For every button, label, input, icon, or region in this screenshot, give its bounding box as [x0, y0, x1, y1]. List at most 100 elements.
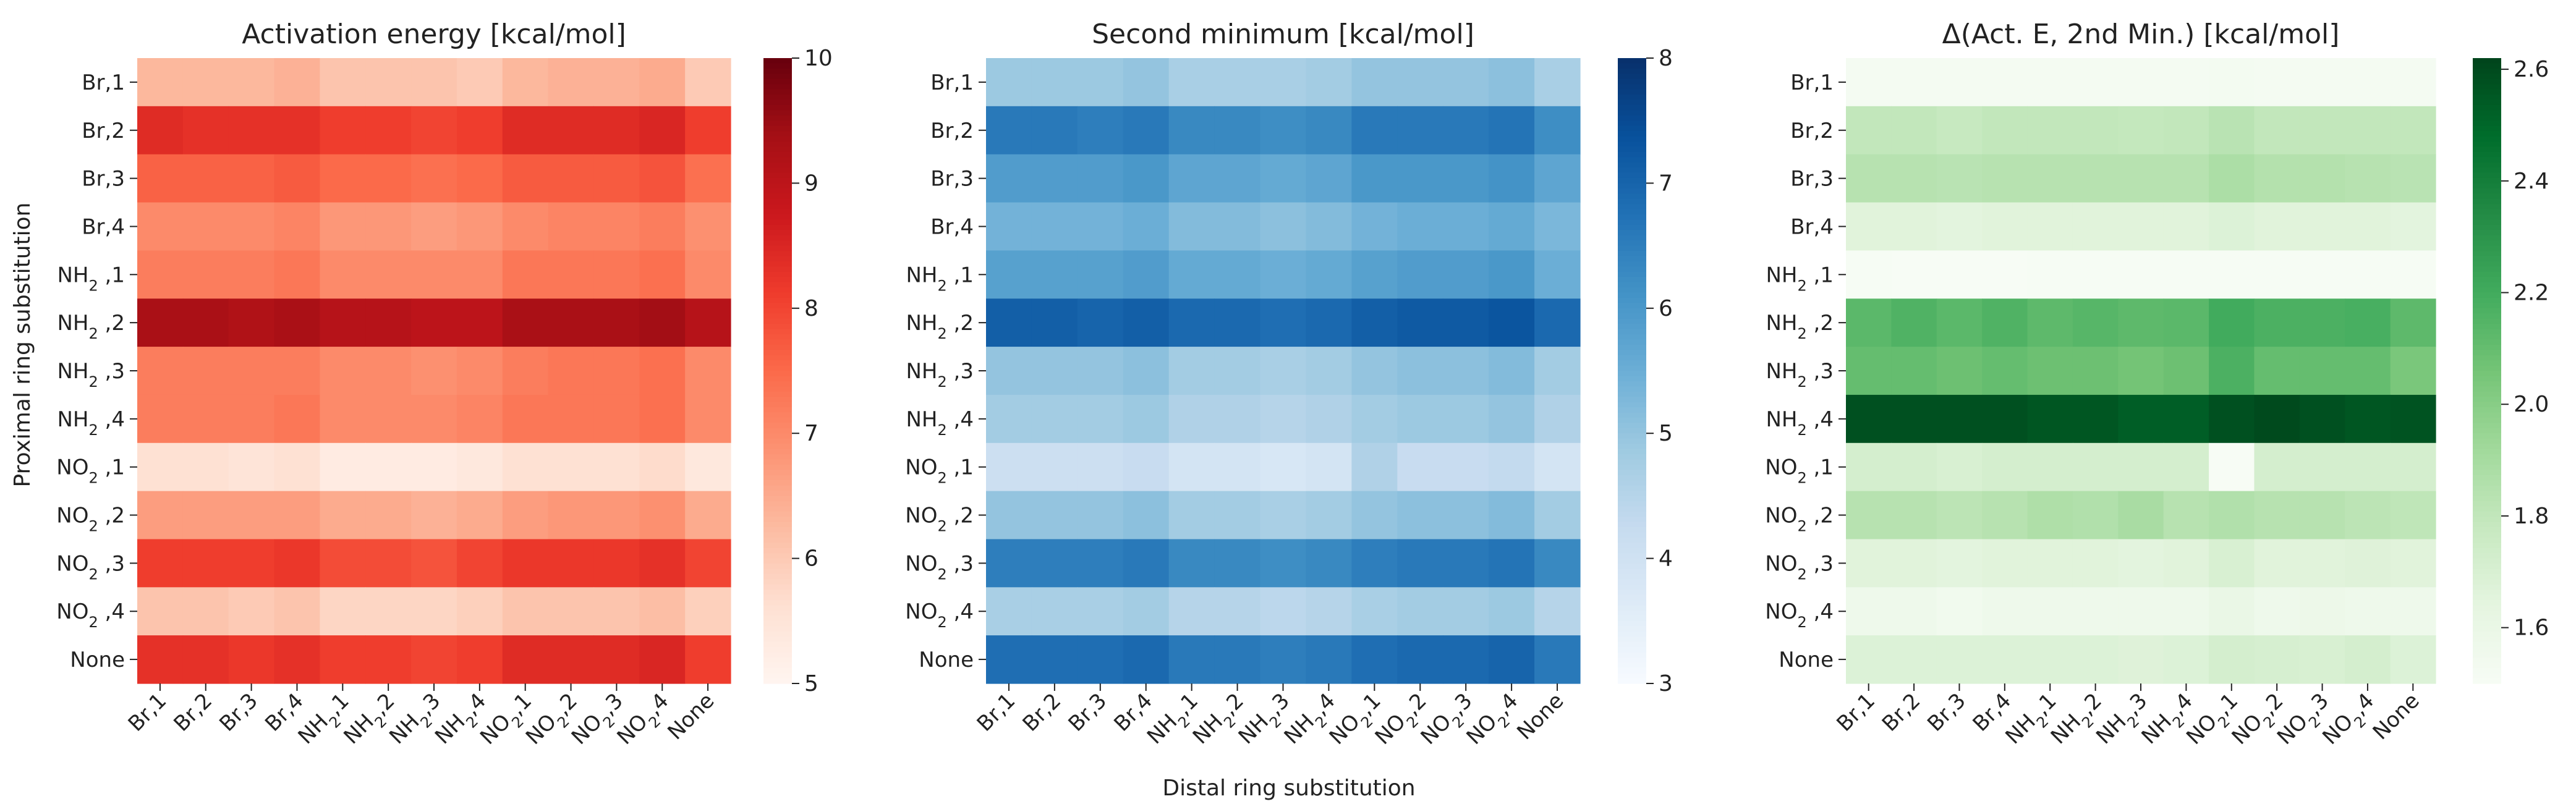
heatmap-cell: [1397, 539, 1443, 588]
colorbar-segment: [763, 626, 792, 632]
y-tick-label: NO2 ,2: [1765, 504, 1834, 535]
heatmap-cell: [1534, 58, 1581, 107]
colorbar-segment: [763, 95, 792, 101]
colorbar-segment: [1618, 277, 1646, 283]
heatmap-cell: [685, 394, 731, 444]
heatmap-cell: [2299, 250, 2345, 299]
heatmap-cell: [320, 635, 366, 684]
heatmap-cell: [2345, 491, 2391, 540]
colorbar-segment: [763, 594, 792, 601]
heatmap-cell: [411, 250, 457, 299]
colorbar-segment: [2473, 193, 2501, 200]
colorbar-segment: [763, 271, 792, 277]
colorbar-segment: [1618, 564, 1646, 570]
colorbar-segment: [763, 620, 792, 627]
heatmap-cell: [1031, 394, 1078, 444]
colorbar-segment: [763, 641, 792, 648]
colorbar-segment: [1618, 334, 1646, 340]
colorbar-segment: [763, 600, 792, 606]
colorbar-segment: [2473, 146, 2501, 153]
heatmap-cell: [320, 394, 366, 444]
heatmap-cell: [986, 491, 1032, 540]
heatmap-cell: [2118, 250, 2164, 299]
heatmap-cell: [1891, 250, 1937, 299]
colorbar-segment: [1618, 84, 1646, 90]
colorbar-segment: [2473, 266, 2501, 273]
heatmap-cell: [1260, 539, 1307, 588]
colorbar-segment: [2473, 417, 2501, 423]
heatmap-cell: [1443, 58, 1489, 107]
heatmap-cell: [182, 587, 229, 636]
heatmap-cell: [2299, 154, 2345, 203]
heatmap-cell: [548, 587, 595, 636]
heatmap-cell: [1443, 442, 1489, 492]
colorbar-segment: [2473, 449, 2501, 455]
heatmap-cell: [182, 202, 229, 251]
colorbar-segment: [763, 235, 792, 241]
heatmap-cell: [1982, 491, 2028, 540]
heatmap-cell: [685, 635, 731, 684]
heatmap-cell: [685, 442, 731, 492]
heatmap-cell: [1351, 202, 1398, 251]
heatmap-cell: [2299, 202, 2345, 251]
heatmap-cell: [2209, 587, 2255, 636]
heatmap-cell: [2299, 491, 2345, 540]
heatmap-cell: [1168, 298, 1215, 347]
y-tick-label: NO2 ,3: [1765, 551, 1834, 583]
heatmap-cell: [1936, 635, 1983, 684]
heatmap-cell: [182, 298, 229, 347]
heatmap-cell: [502, 202, 549, 251]
colorbar-segment: [763, 303, 792, 309]
heatmap-cell: [182, 539, 229, 588]
heatmap-cell: [365, 587, 412, 636]
colorbar-tick-label: 1.6: [2514, 615, 2549, 641]
heatmap-cell: [182, 58, 229, 107]
heatmap-cell: [182, 442, 229, 492]
y-tick-label: Br,1: [930, 70, 974, 95]
colorbar-segment: [763, 652, 792, 658]
heatmap-cell: [2345, 250, 2391, 299]
colorbar-segment: [2473, 412, 2501, 418]
heatmap-cell: [2072, 587, 2119, 636]
heatmap-cell: [2027, 587, 2073, 636]
colorbar-segment: [2473, 407, 2501, 413]
colorbar-segment: [763, 104, 792, 111]
colorbar-segment: [1618, 590, 1646, 596]
colorbar-segment: [2473, 428, 2501, 434]
colorbar-segment: [763, 381, 792, 387]
heatmap-cell: [320, 106, 366, 155]
colorbar-segment: [1618, 121, 1646, 127]
colorbar-segment: [2473, 459, 2501, 465]
colorbar-segment: [763, 110, 792, 116]
colorbar-segment: [2473, 620, 2501, 627]
colorbar-segment: [1618, 662, 1646, 669]
colorbar-segment: [1618, 172, 1646, 179]
colorbar-segment: [763, 266, 792, 273]
heatmap-cell: [502, 298, 549, 347]
y-tick-label: None: [1779, 648, 1834, 672]
heatmap-cell: [2254, 58, 2300, 107]
colorbar-segment: [763, 573, 792, 580]
heatmap-cell: [456, 154, 503, 203]
heatmap-cell: [2027, 298, 2073, 347]
colorbar-segment: [1618, 308, 1646, 314]
heatmap-cell: [2163, 442, 2209, 492]
colorbar-segment: [1618, 449, 1646, 455]
heatmap-cell: [1168, 442, 1215, 492]
heatmap-cell: [411, 347, 457, 395]
heatmap-cell: [1031, 58, 1078, 107]
colorbar-segment: [763, 324, 792, 330]
colorbar-segment: [1618, 423, 1646, 429]
heatmap-cell: [639, 491, 686, 540]
heatmap-cell: [1534, 154, 1581, 203]
colorbar-segment: [2473, 490, 2501, 496]
y-tick-label: NO2 ,1: [56, 455, 125, 487]
heatmap-cell: [593, 347, 640, 395]
heatmap-cell: [274, 202, 320, 251]
heatmap-cell: [1443, 347, 1489, 395]
heatmap-cell: [1260, 491, 1307, 540]
heatmap-cell: [1443, 491, 1489, 540]
colorbar-segment: [2473, 74, 2501, 80]
heatmap-cell: [639, 298, 686, 347]
